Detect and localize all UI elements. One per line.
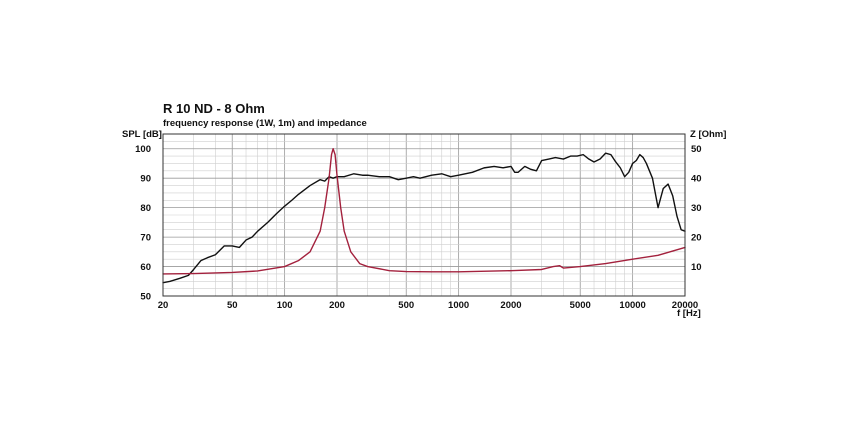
y-right-axis-title: Z [Ohm] — [690, 129, 726, 140]
x-tick-label: 100 — [277, 300, 293, 311]
y-right-tick-label: 20 — [691, 233, 702, 244]
y-right-tick-label: 30 — [691, 203, 702, 214]
x-tick-label: 1000 — [448, 300, 469, 311]
y-left-tick-label: 90 — [140, 174, 151, 185]
impedance-series-line — [162, 148, 686, 275]
x-tick-label: 5000 — [570, 300, 591, 311]
x-tick-label: 20 — [158, 300, 169, 311]
y-right-tick-label: 10 — [691, 262, 702, 273]
x-tick-label: 2000 — [500, 300, 521, 311]
x-axis-ticks: 20 50 100 200 500 1000 2000 5000 10000 20000 — [158, 300, 699, 311]
y-right-axis-ticks: 10 20 30 40 50 — [691, 144, 702, 273]
chart-title: R 10 ND - 8 Ohm — [163, 101, 265, 116]
y-left-axis-title: SPL [dB] — [122, 129, 162, 140]
y-left-tick-label: 70 — [140, 233, 151, 244]
y-left-axis-ticks: 50 60 70 80 90 100 — [135, 144, 151, 302]
x-axis-title: f [Hz] — [677, 308, 701, 319]
x-tick-label: 500 — [398, 300, 414, 311]
grid — [162, 134, 686, 296]
y-right-tick-label: 50 — [691, 144, 702, 155]
series-group — [162, 148, 686, 284]
x-tick-label: 200 — [329, 300, 345, 311]
x-tick-label: 20000 — [672, 300, 698, 311]
x-tick-label: 50 — [227, 300, 238, 311]
y-left-tick-label: 60 — [140, 262, 151, 273]
spl-series-line — [162, 152, 686, 284]
x-tick-label: 10000 — [619, 300, 645, 311]
chart-subtitle: frequency response (1W, 1m) and impedanc… — [163, 118, 367, 129]
y-left-tick-label: 50 — [140, 292, 151, 303]
plot-frame — [162, 133, 686, 297]
y-right-tick-label: 40 — [691, 174, 702, 185]
y-left-tick-label: 80 — [140, 203, 151, 214]
y-left-tick-label: 100 — [135, 144, 151, 155]
